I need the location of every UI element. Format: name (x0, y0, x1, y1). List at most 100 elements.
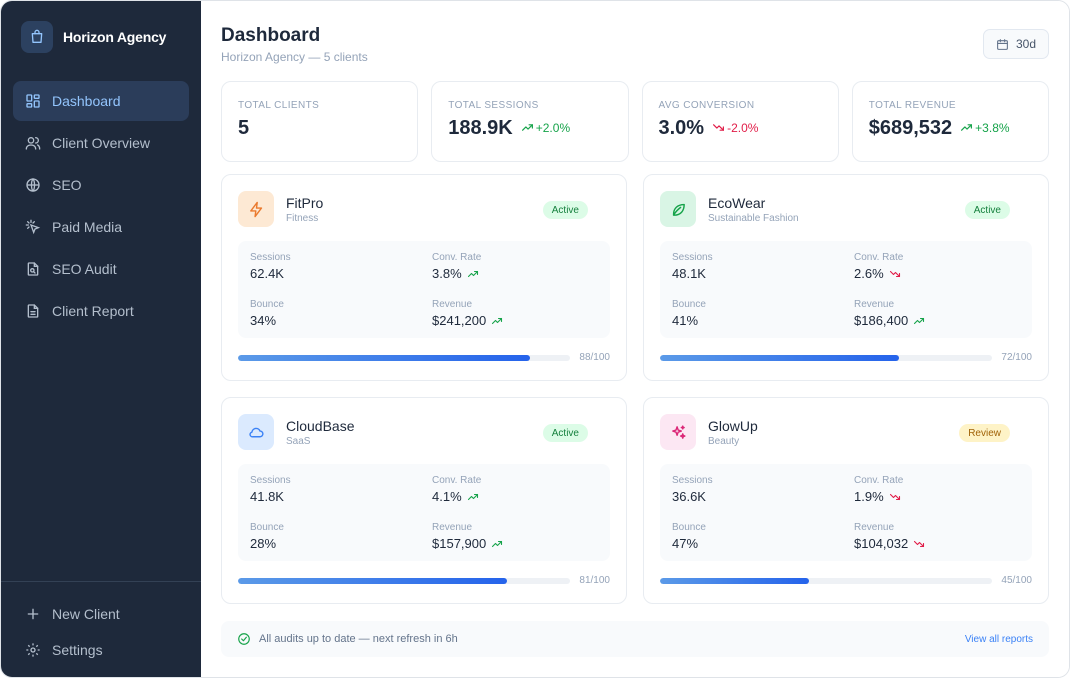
conv-rate-label: Conv. Rate (432, 252, 482, 263)
audit-status-text: All audits up to date — next refresh in … (259, 633, 458, 645)
client-name: FitPro (286, 194, 324, 211)
client-name: CloudBase (286, 417, 355, 434)
bounce-label: Bounce (250, 299, 284, 310)
sidebar-item-seo-audit[interactable]: SEO Audit (13, 249, 189, 289)
client-metrics: Sessions 36.6K Conv. Rate 1.9% Bounce 47% R… (660, 464, 1032, 561)
trend-up-icon (491, 538, 503, 550)
users-icon (25, 135, 41, 151)
client-industry: Sustainable Fashion (708, 212, 799, 224)
stat-value: $689,532 (868, 117, 953, 139)
client-metrics: Sessions 48.1K Conv. Rate 2.6% Bounce 41% R… (660, 241, 1032, 338)
sidebar-nav: Dashboard Client Overview SEO Paid Media (13, 81, 189, 333)
gear-icon (25, 642, 41, 658)
bounce-label: Bounce (250, 522, 284, 533)
lightning-icon (238, 191, 274, 227)
audit-status-bar: All audits up to date — next refresh in … (221, 621, 1049, 657)
stat-value: 3.0% (658, 117, 705, 139)
trend-up-icon (491, 315, 503, 327)
sidebar-item-paid-media[interactable]: Paid Media (13, 207, 189, 247)
revenue-label: Revenue (854, 522, 895, 533)
conv-rate-label: Conv. Rate (854, 252, 904, 263)
sidebar-footer: New Client Settings (1, 581, 201, 677)
health-score: 81/100 (238, 575, 610, 586)
stat-delta: +3.8% (960, 121, 1010, 135)
sessions-value: 41.8K (250, 489, 284, 504)
score-track (660, 577, 992, 584)
trend-down-icon (889, 268, 901, 280)
trend-down-icon (913, 538, 925, 550)
file-search-icon (25, 261, 41, 277)
main-content: Dashboard Horizon Agency — 5 clients 30d… (201, 1, 1069, 677)
trend-up-icon (960, 121, 973, 134)
sidebar-item-label: Paid Media (52, 219, 123, 235)
client-card[interactable]: FitPro Fitness Active Sessions 62.4K Conv… (221, 174, 627, 381)
settings-button[interactable]: Settings (1, 632, 201, 668)
client-card[interactable]: EcoWear Sustainable Fashion Active Sessi… (643, 174, 1049, 381)
stat-value: 5 (238, 117, 250, 139)
sidebar-item-client-report[interactable]: Client Report (13, 291, 189, 331)
calendar-icon (996, 38, 1009, 51)
date-range-label: 30d (1015, 37, 1036, 51)
stat-delta-value: +2.0% (535, 120, 571, 135)
client-cards: FitPro Fitness Active Sessions 62.4K Conv… (221, 174, 1049, 604)
brand[interactable]: Horizon Agency (21, 21, 166, 53)
new-client-label: New Client (52, 606, 120, 622)
stat-delta: +2.0% (521, 121, 570, 135)
client-card[interactable]: CloudBase SaaS Active Sessions 41.8K Conv… (221, 397, 627, 604)
bounce-value: 41% (672, 313, 699, 328)
score-text: 45/100 (1001, 575, 1032, 586)
bounce-value: 47% (672, 536, 699, 551)
sessions-value: 36.6K (672, 489, 706, 504)
stat-label: AVG CONVERSION (658, 100, 755, 111)
sidebar-item-dashboard[interactable]: Dashboard (13, 81, 189, 121)
conv-rate-value: 4.1% (432, 489, 462, 504)
brand-name: Horizon Agency (63, 29, 167, 45)
stat-label: TOTAL SESSIONS (448, 100, 539, 111)
new-client-button[interactable]: New Client (1, 596, 201, 632)
trend-down-icon (712, 121, 725, 134)
client-name: GlowUp (708, 417, 758, 434)
score-fill (660, 354, 900, 361)
status-badge: Review (959, 424, 1010, 442)
sidebar-item-label: Client Overview (52, 135, 151, 151)
conv-rate-value: 3.8% (432, 266, 462, 281)
conv-rate-value: 1.9% (854, 489, 884, 504)
client-industry: SaaS (286, 435, 311, 447)
conv-rate-label: Conv. Rate (854, 475, 904, 486)
sidebar-item-seo[interactable]: SEO (13, 165, 189, 205)
stat-label: TOTAL CLIENTS (238, 100, 320, 111)
score-text: 88/100 (579, 352, 610, 363)
view-all-reports-link[interactable]: View all reports (964, 633, 1033, 645)
revenue-value: $186,400 (854, 313, 909, 328)
stat-avg-conversion: AVG CONVERSION 3.0% -2.0% (641, 81, 839, 162)
sessions-label: Sessions (672, 252, 713, 263)
sidebar: Horizon Agency Dashboard Client Overview… (1, 1, 201, 677)
file-text-icon (25, 303, 41, 319)
sidebar-item-client-overview[interactable]: Client Overview (13, 123, 189, 163)
trend-up-icon (913, 315, 925, 327)
bounce-value: 28% (250, 536, 277, 551)
leaf-icon (660, 191, 696, 227)
client-metrics: Sessions 62.4K Conv. Rate 3.8% Bounce 34% R… (238, 241, 610, 338)
cursor-click-icon (25, 219, 41, 235)
client-card[interactable]: GlowUp Beauty Review Sessions 36.6K Conv.… (643, 397, 1049, 604)
client-metrics: Sessions 41.8K Conv. Rate 4.1% Bounce 28% R… (238, 464, 610, 561)
score-track (238, 577, 570, 584)
conv-rate-value: 2.6% (854, 266, 884, 281)
trend-up-icon (521, 121, 534, 134)
client-industry: Beauty (708, 435, 740, 447)
date-range-button[interactable]: 30d (982, 29, 1049, 59)
trend-up-icon (467, 268, 479, 280)
check-circle-icon (237, 632, 251, 646)
score-text: 72/100 (1001, 352, 1032, 363)
sparkles-icon (660, 414, 696, 450)
page-title: Dashboard (221, 25, 321, 46)
sidebar-item-label: Client Report (52, 303, 134, 319)
conv-rate-label: Conv. Rate (432, 475, 482, 486)
globe-icon (25, 177, 41, 193)
plus-icon (25, 606, 41, 622)
stat-label: TOTAL REVENUE (868, 100, 957, 111)
bounce-label: Bounce (672, 522, 706, 533)
sidebar-item-label: SEO (52, 177, 82, 193)
